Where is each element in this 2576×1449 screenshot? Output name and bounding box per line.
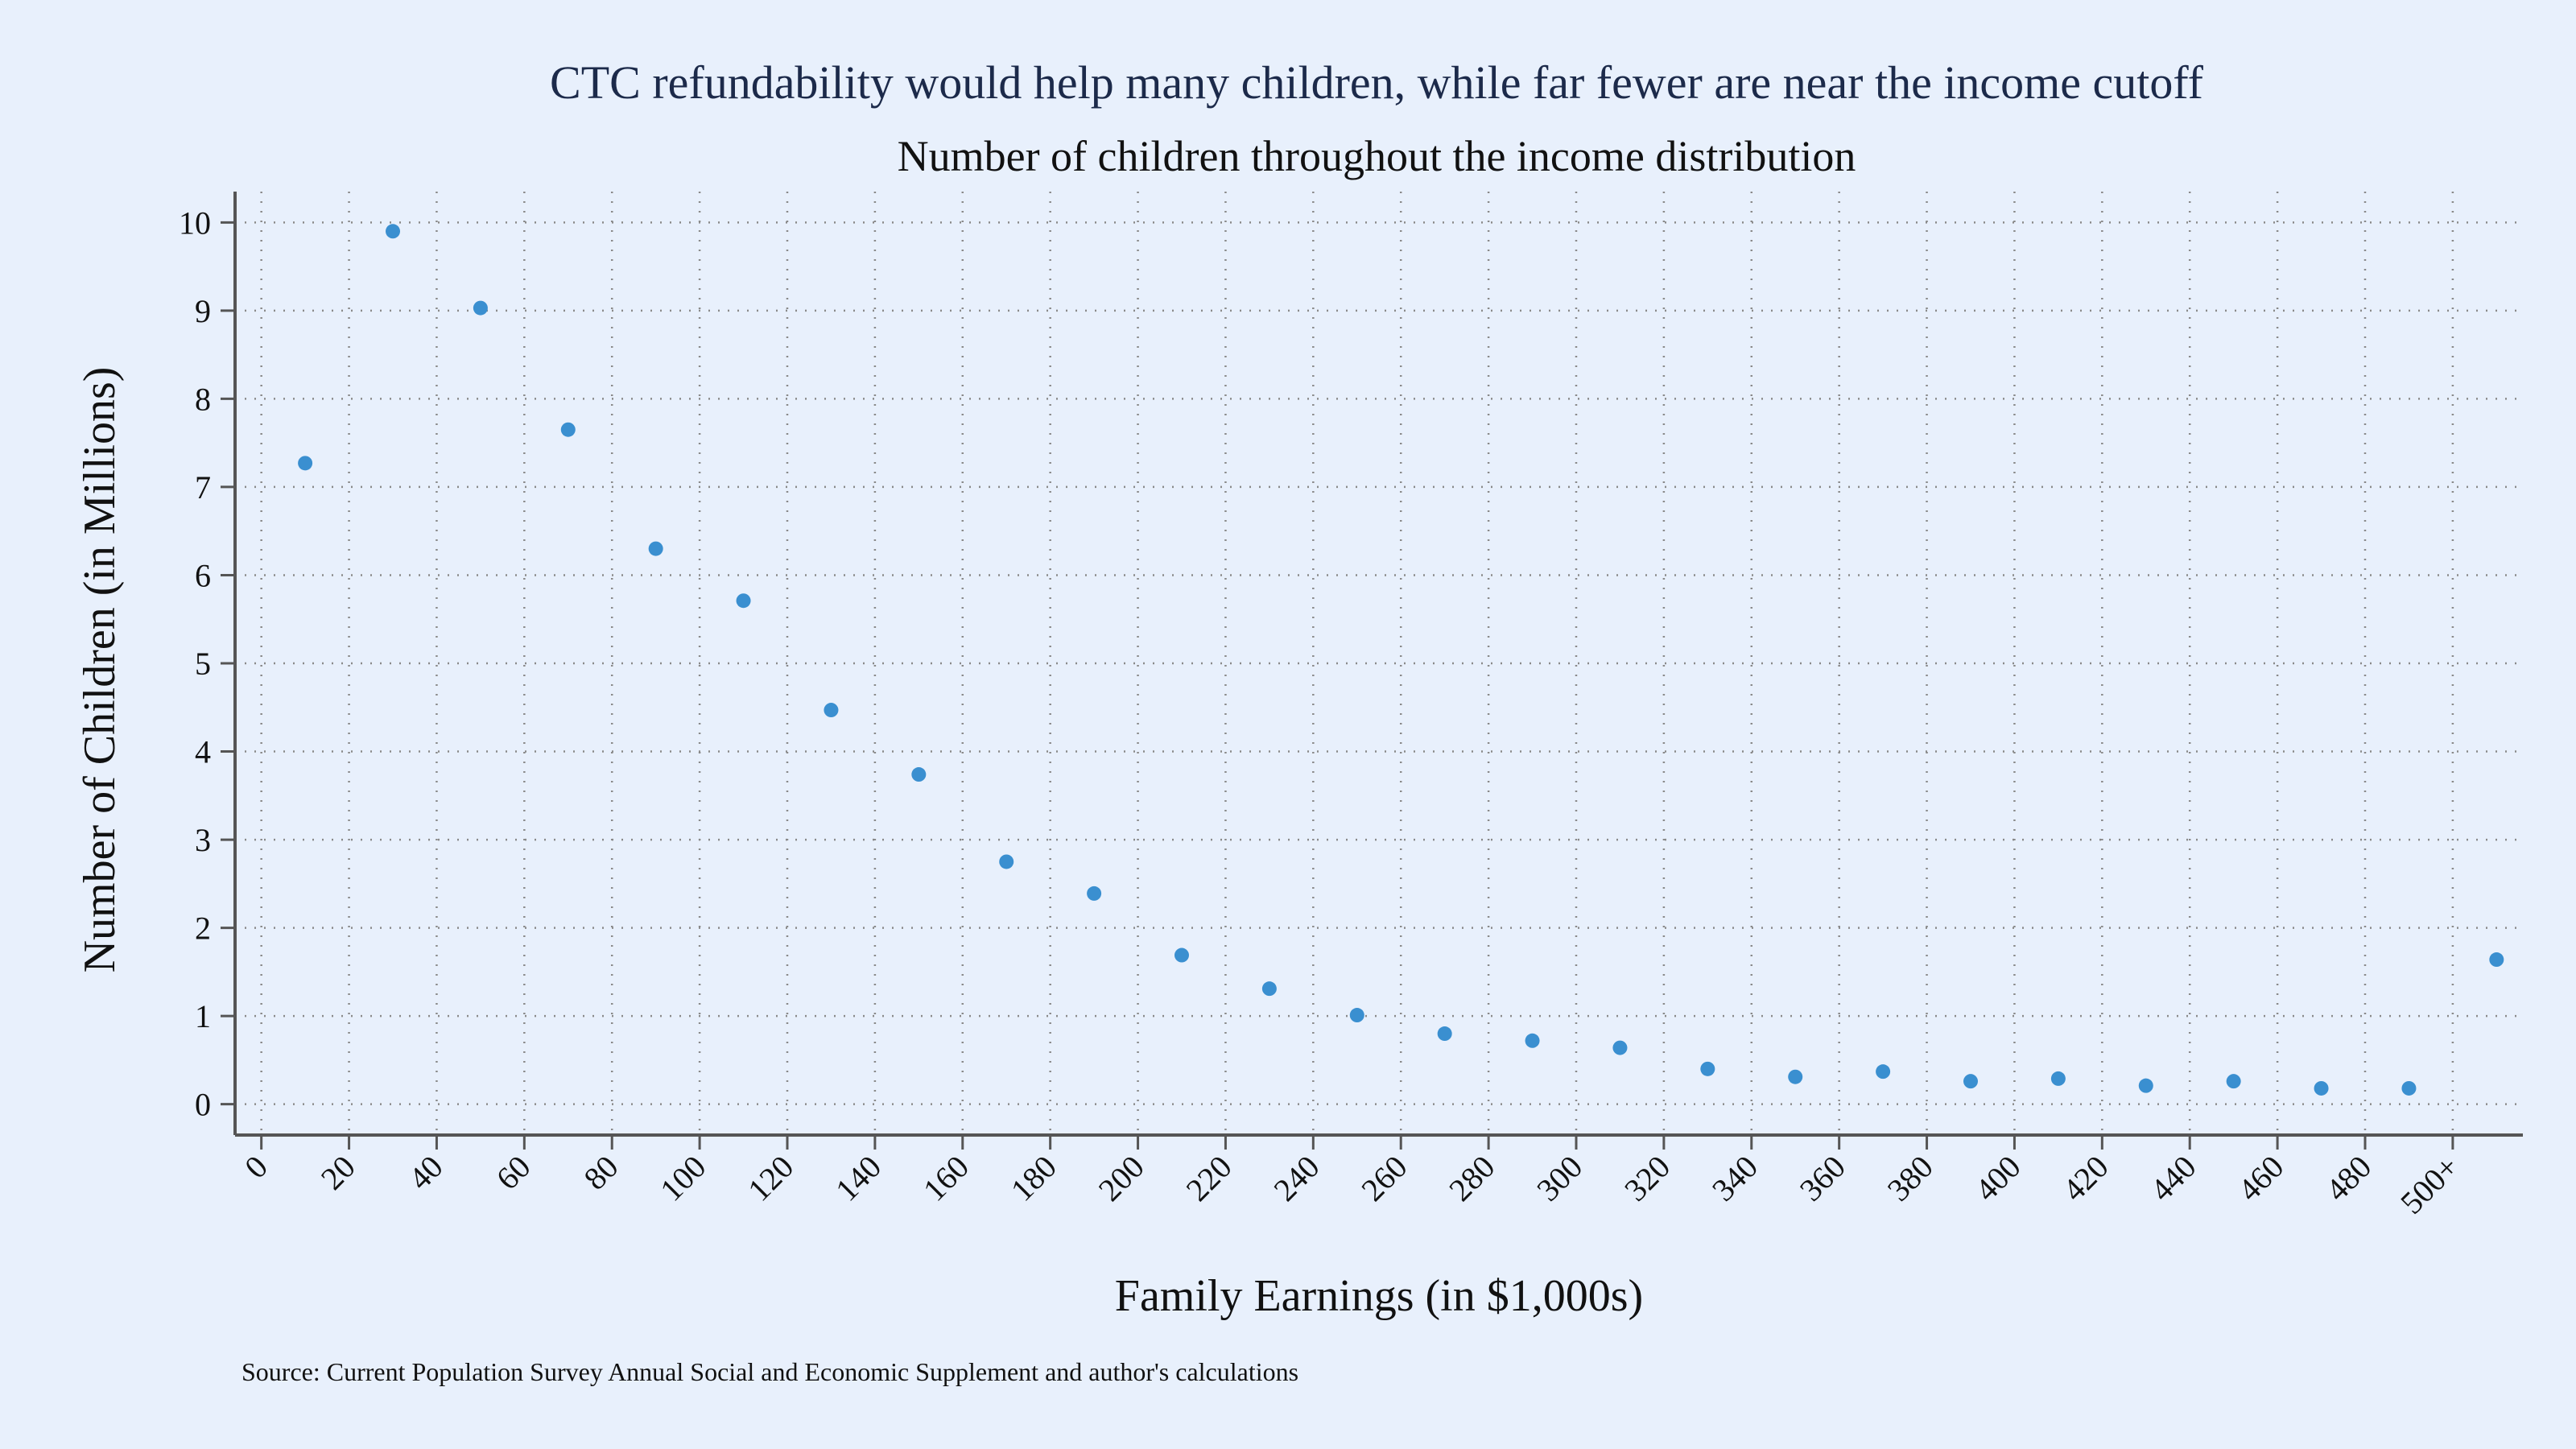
data-point-19 <box>1963 1074 1978 1089</box>
x-tick-label-16: 320 <box>1617 1149 1677 1208</box>
x-tick-label-3: 60 <box>489 1149 538 1197</box>
y-tick-label-0: 0 <box>195 1087 211 1123</box>
x-tick-label-10: 200 <box>1092 1149 1151 1208</box>
data-point-12 <box>1349 1008 1364 1023</box>
x-tick-label-18: 360 <box>1793 1149 1852 1208</box>
x-tick-label-15: 300 <box>1530 1149 1589 1208</box>
y-tick-label-7: 7 <box>195 469 211 506</box>
x-tick-label-9: 180 <box>1004 1149 1063 1208</box>
x-tick-label-22: 440 <box>2143 1149 2202 1208</box>
data-point-24 <box>2401 1080 2417 1096</box>
x-tick-label-24: 480 <box>2318 1149 2378 1208</box>
data-point-3 <box>560 422 576 437</box>
data-point-7 <box>911 767 927 782</box>
x-tick-label-2: 40 <box>402 1149 450 1197</box>
y-tick-label-8: 8 <box>195 381 211 417</box>
data-point-13 <box>1437 1026 1452 1042</box>
y-tick-labels: 0 1 2 3 4 5 6 7 8 9 10 <box>179 204 211 1122</box>
data-point-14 <box>1525 1033 1540 1048</box>
x-tick-label-12: 240 <box>1266 1149 1326 1208</box>
data-point-5 <box>736 593 751 609</box>
y-tick-label-6: 6 <box>195 557 211 593</box>
data-point-23 <box>2314 1080 2329 1096</box>
y-tick-label-3: 3 <box>195 822 211 858</box>
data-point-18 <box>1876 1064 1891 1080</box>
x-tick-label-0: 0 <box>237 1149 275 1186</box>
data-point-21 <box>2138 1078 2153 1093</box>
data-point-4 <box>648 541 663 556</box>
chart-subtitle: Number of children throughout the income… <box>898 132 1856 180</box>
x-tick-label-17: 340 <box>1705 1149 1765 1208</box>
data-point-9 <box>1087 886 1102 901</box>
x-tick-label-5: 100 <box>653 1149 712 1208</box>
y-axis-title: Number of Children (in Millions) <box>75 367 125 973</box>
data-point-20 <box>2050 1071 2066 1086</box>
x-tick-label-23: 460 <box>2231 1149 2290 1208</box>
y-tick-label-2: 2 <box>195 910 211 947</box>
x-tick-label-6: 120 <box>741 1149 800 1208</box>
data-point-11 <box>1261 981 1277 997</box>
x-tick-label-25: 500+ <box>2393 1149 2466 1221</box>
data-point-0 <box>298 456 313 471</box>
y-tick-label-4: 4 <box>195 734 211 770</box>
x-tick-label-11: 220 <box>1179 1149 1239 1208</box>
data-point-17 <box>1788 1069 1803 1084</box>
x-tick-label-8: 160 <box>916 1149 976 1208</box>
data-point-25 <box>2489 952 2504 968</box>
source-note: Source: Current Population Survey Annual… <box>242 1357 1298 1386</box>
data-points <box>298 224 2504 1096</box>
data-point-6 <box>824 703 839 718</box>
data-point-22 <box>2226 1074 2241 1089</box>
y-tick-label-10: 10 <box>179 204 211 241</box>
chart-title: CTC refundability would help many childr… <box>550 56 2204 109</box>
y-tick-label-9: 9 <box>195 293 211 329</box>
x-tick-label-14: 280 <box>1442 1149 1501 1208</box>
data-point-16 <box>1700 1061 1715 1076</box>
y-tick-label-1: 1 <box>195 998 211 1034</box>
x-tick-label-4: 80 <box>576 1149 625 1197</box>
y-tick-label-5: 5 <box>195 646 211 682</box>
grid-lines <box>235 192 2523 1135</box>
x-tick-label-20: 400 <box>1968 1149 2028 1208</box>
data-point-8 <box>999 854 1014 869</box>
x-tick-labels: 0 20 40 60 80 100 120 140 160 180 200 220 240 260 280 3… <box>237 1149 2466 1221</box>
data-point-1 <box>386 224 400 239</box>
x-tick-label-13: 260 <box>1354 1149 1414 1208</box>
x-axis-title: Family Earnings (in $1,000s) <box>1115 1271 1643 1321</box>
data-point-10 <box>1174 947 1189 963</box>
x-tick-label-1: 20 <box>314 1149 362 1197</box>
axes <box>221 192 2523 1150</box>
data-point-2 <box>473 300 488 316</box>
data-point-15 <box>1612 1040 1628 1055</box>
x-tick-label-21: 420 <box>2055 1149 2115 1208</box>
x-tick-label-19: 380 <box>1880 1149 1940 1208</box>
x-tick-label-7: 140 <box>828 1149 888 1208</box>
